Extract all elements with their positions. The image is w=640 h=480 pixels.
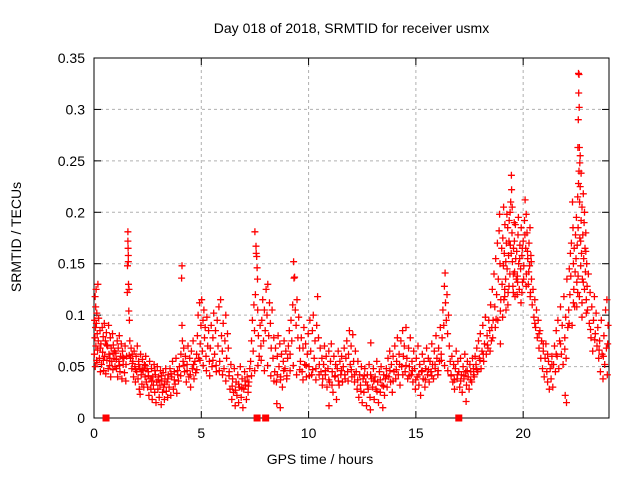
x-tick-label: 20 [515,425,531,441]
chart-title: Day 018 of 2018, SRMTID for receiver usm… [213,20,490,36]
x-tick-label: 5 [197,425,205,441]
baseline-event-markers [102,414,463,422]
srmtid-points [90,69,612,414]
x-tick-label: 10 [301,425,317,441]
y-tick-label: 0.35 [58,50,85,66]
y-tick-label: 0 [77,410,85,426]
y-axis-label: SRMTID / TECUs [8,181,24,293]
axis-ticks [93,57,609,419]
y-tick-label: 0.1 [66,307,86,323]
y-tick-label: 0.2 [66,204,86,220]
y-tick-label: 0.05 [58,359,85,375]
x-tick-label: 15 [408,425,424,441]
y-tick-label: 0.3 [66,101,86,117]
x-tick-label: 0 [90,425,98,441]
y-tick-label: 0.25 [58,153,85,169]
y-tick-label: 0.15 [58,256,85,272]
plot-border [93,57,610,419]
x-axis-label: GPS time / hours [266,451,374,467]
